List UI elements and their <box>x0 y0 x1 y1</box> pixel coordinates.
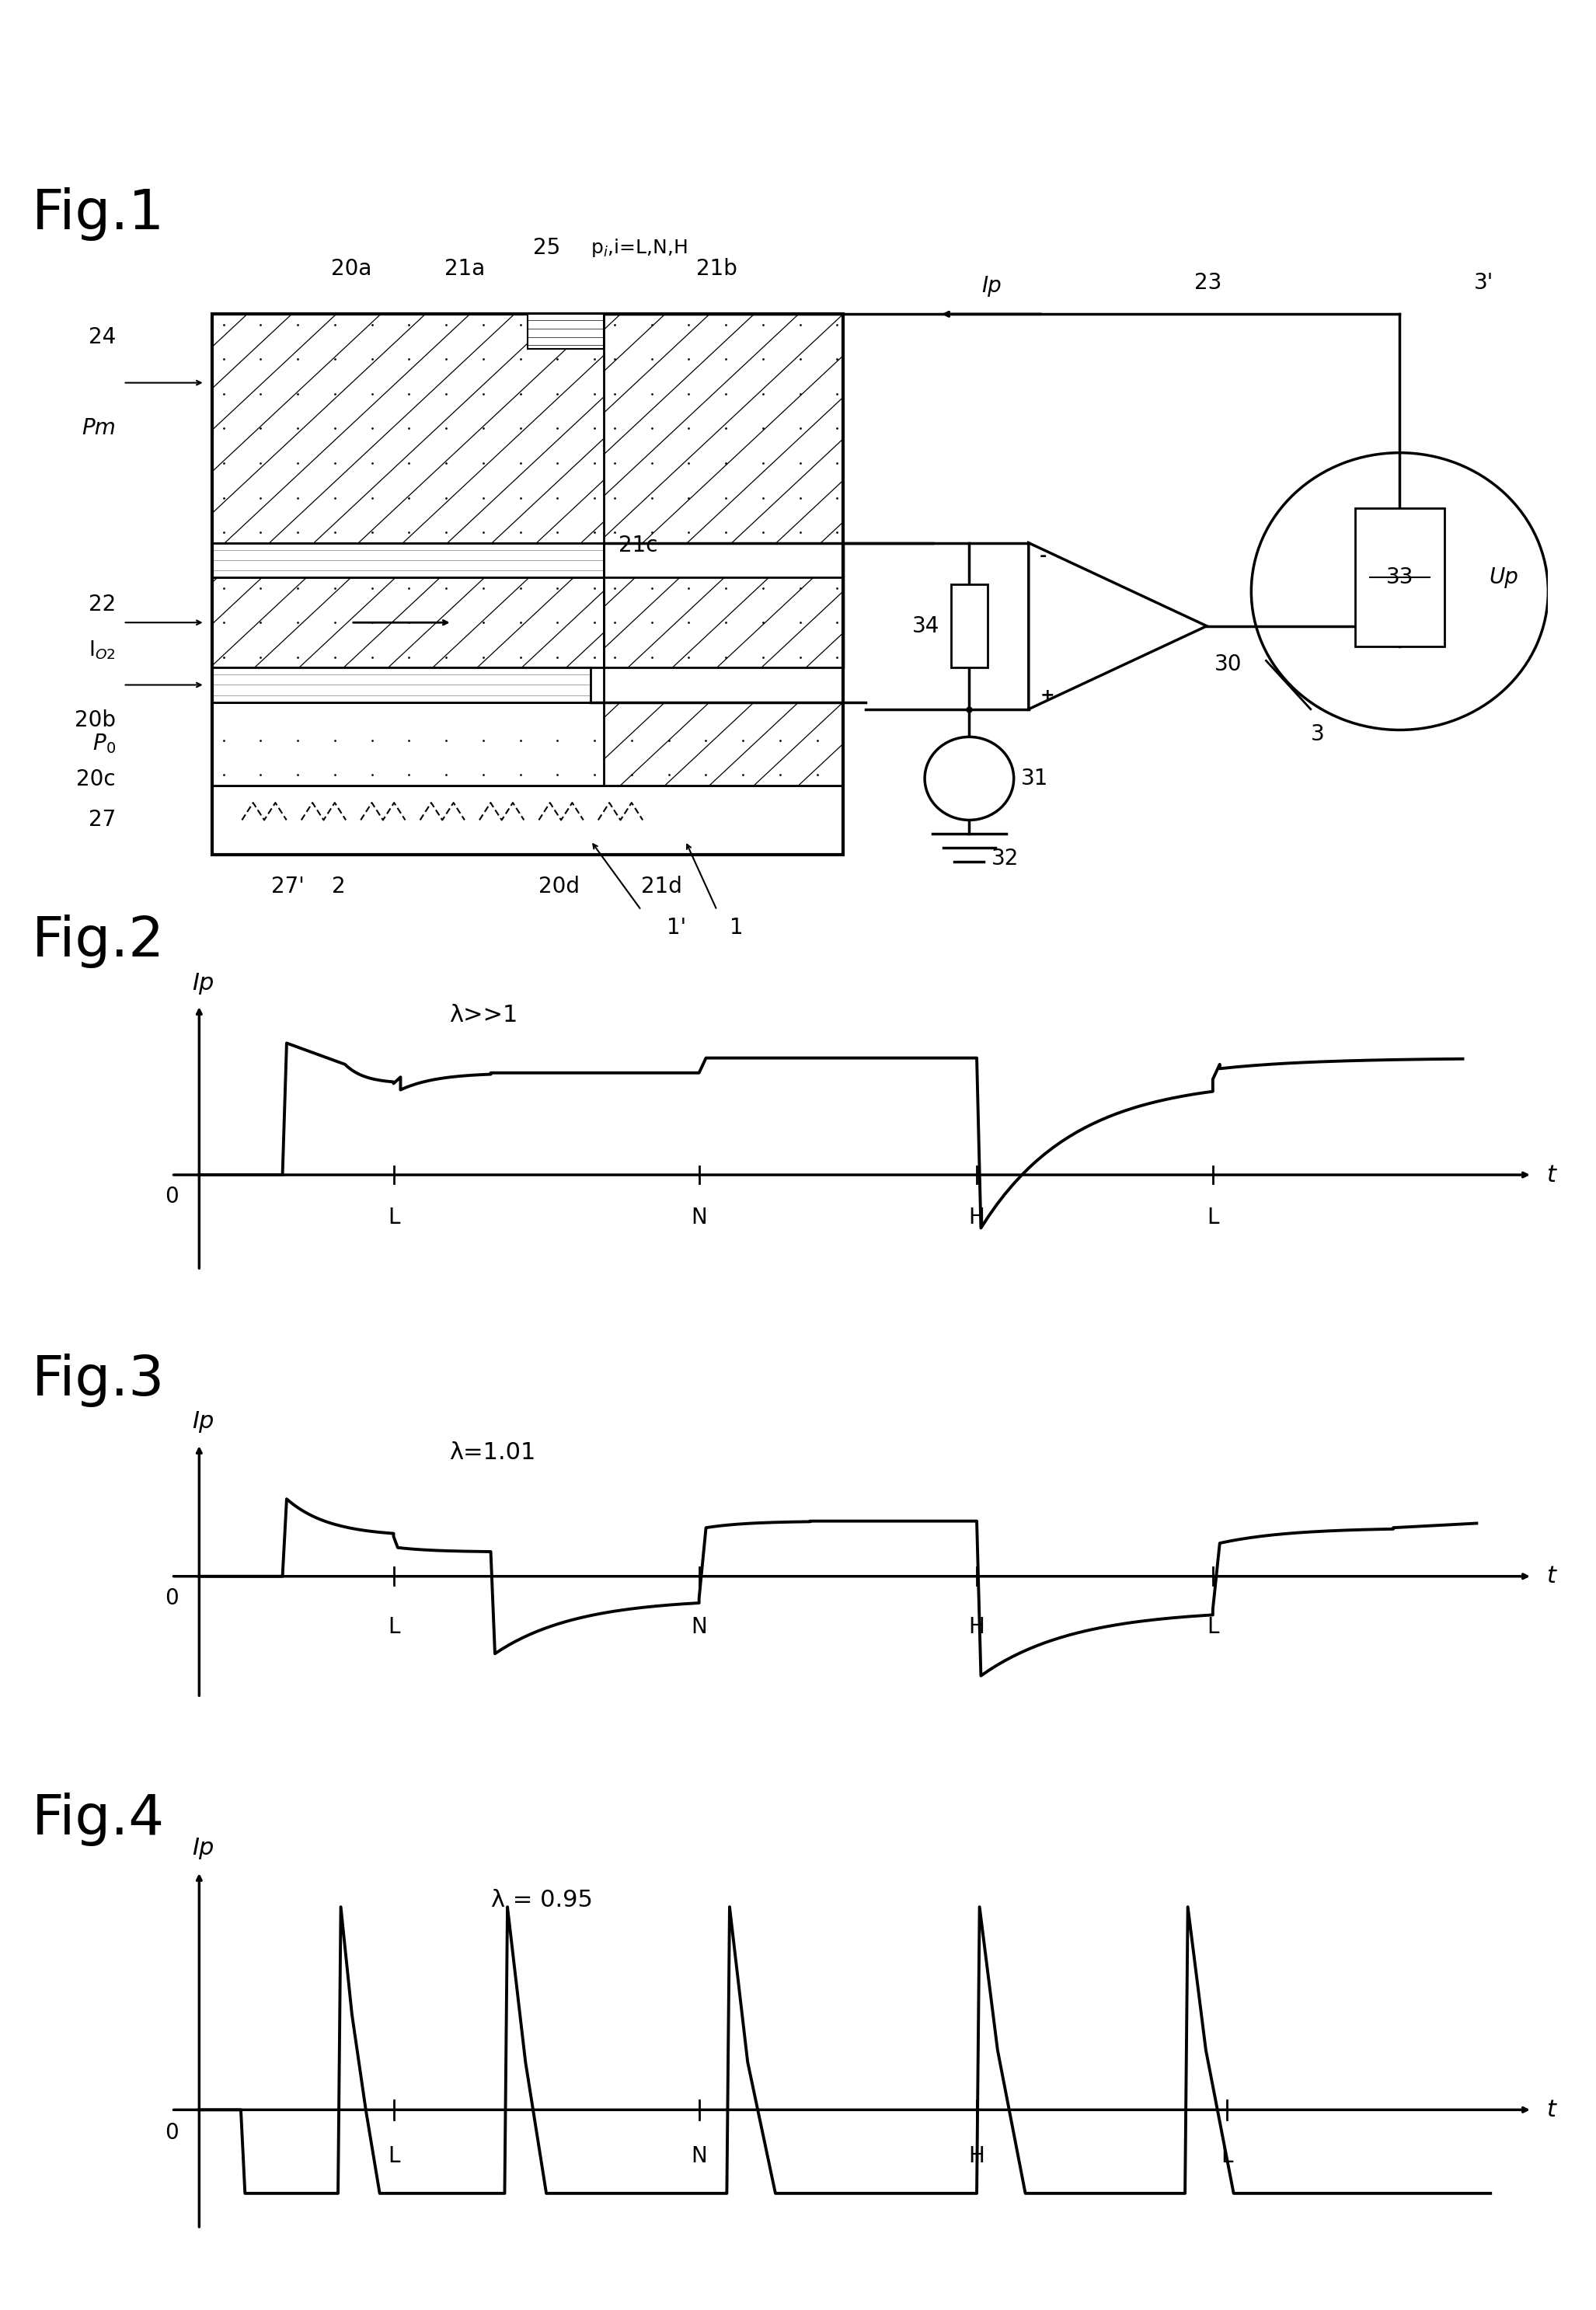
Text: L: L <box>388 1617 399 1638</box>
Text: 30: 30 <box>1215 654 1242 675</box>
Text: 32: 32 <box>991 848 1018 869</box>
Text: 27': 27' <box>271 875 305 896</box>
Bar <box>212 578 603 668</box>
Text: 0: 0 <box>164 1587 179 1610</box>
Text: Fig.3: Fig.3 <box>32 1354 164 1407</box>
Text: t: t <box>1547 1164 1556 1185</box>
Bar <box>212 702 843 785</box>
Text: 1: 1 <box>729 917 744 938</box>
Text: 22: 22 <box>88 594 117 614</box>
Text: L: L <box>1207 1617 1219 1638</box>
Text: Up: Up <box>1489 566 1518 589</box>
Text: 20d: 20d <box>538 875 579 896</box>
Bar <box>212 785 843 855</box>
Bar <box>603 578 843 668</box>
Text: L: L <box>388 2146 399 2167</box>
Bar <box>212 314 843 855</box>
Text: 21c: 21c <box>618 536 658 557</box>
Text: Ip: Ip <box>192 1409 214 1432</box>
Text: t: t <box>1547 1566 1556 1587</box>
Bar <box>951 584 988 668</box>
Bar <box>212 314 603 543</box>
Text: Ip: Ip <box>192 973 214 993</box>
Text: 2: 2 <box>332 875 345 896</box>
Text: 21b: 21b <box>696 259 737 280</box>
Bar <box>603 314 843 543</box>
Text: N: N <box>691 2146 707 2167</box>
Text: t: t <box>1547 2097 1556 2121</box>
Text: I$_{O2}$: I$_{O2}$ <box>89 640 117 661</box>
Text: 0: 0 <box>164 2121 179 2144</box>
Text: Fig.1: Fig.1 <box>32 187 164 240</box>
Text: 34: 34 <box>911 614 940 638</box>
Bar <box>212 543 603 578</box>
Text: 0: 0 <box>164 1185 179 1208</box>
Text: λ = 0.95: λ = 0.95 <box>492 1890 592 1913</box>
Text: 20b: 20b <box>75 709 117 730</box>
Bar <box>1355 508 1444 647</box>
Text: L: L <box>1221 2146 1232 2167</box>
Text: 20a: 20a <box>330 259 372 280</box>
Text: 21a: 21a <box>444 259 485 280</box>
Text: H: H <box>969 1617 985 1638</box>
Text: +: + <box>1039 688 1055 702</box>
Text: 33: 33 <box>1385 566 1414 589</box>
Text: Ip: Ip <box>982 275 1002 298</box>
Text: 25: 25 <box>533 238 560 259</box>
Bar <box>212 668 591 702</box>
Text: Fig.4: Fig.4 <box>32 1793 164 1846</box>
Text: Pm: Pm <box>81 418 117 439</box>
Text: Fig.2: Fig.2 <box>32 915 164 968</box>
Bar <box>212 314 843 543</box>
Text: N: N <box>691 1206 707 1229</box>
Bar <box>603 578 843 668</box>
Text: N: N <box>691 1617 707 1638</box>
Text: 3': 3' <box>1475 273 1494 293</box>
Text: L: L <box>1207 1206 1219 1229</box>
Text: 3: 3 <box>1310 723 1325 744</box>
Text: Ip: Ip <box>192 1836 214 1860</box>
Bar <box>603 702 843 785</box>
Bar <box>528 314 603 349</box>
Text: P$_0$: P$_0$ <box>93 732 117 755</box>
Text: λ=1.01: λ=1.01 <box>448 1441 536 1465</box>
Text: 1': 1' <box>667 917 686 938</box>
Text: 21d: 21d <box>642 875 683 896</box>
Text: L: L <box>388 1206 399 1229</box>
Text: -: - <box>1039 550 1047 564</box>
Text: H: H <box>969 1206 985 1229</box>
Text: 24: 24 <box>88 326 117 349</box>
Bar <box>212 578 603 668</box>
Text: 27: 27 <box>88 808 117 832</box>
Text: 20c: 20c <box>77 769 117 790</box>
Circle shape <box>924 737 1013 820</box>
Text: 31: 31 <box>1021 767 1049 790</box>
Text: λ>>1: λ>>1 <box>448 1005 517 1026</box>
Text: p$_i$,i=L,N,H: p$_i$,i=L,N,H <box>591 238 688 259</box>
Text: 23: 23 <box>1194 273 1221 293</box>
Text: H: H <box>969 2146 985 2167</box>
